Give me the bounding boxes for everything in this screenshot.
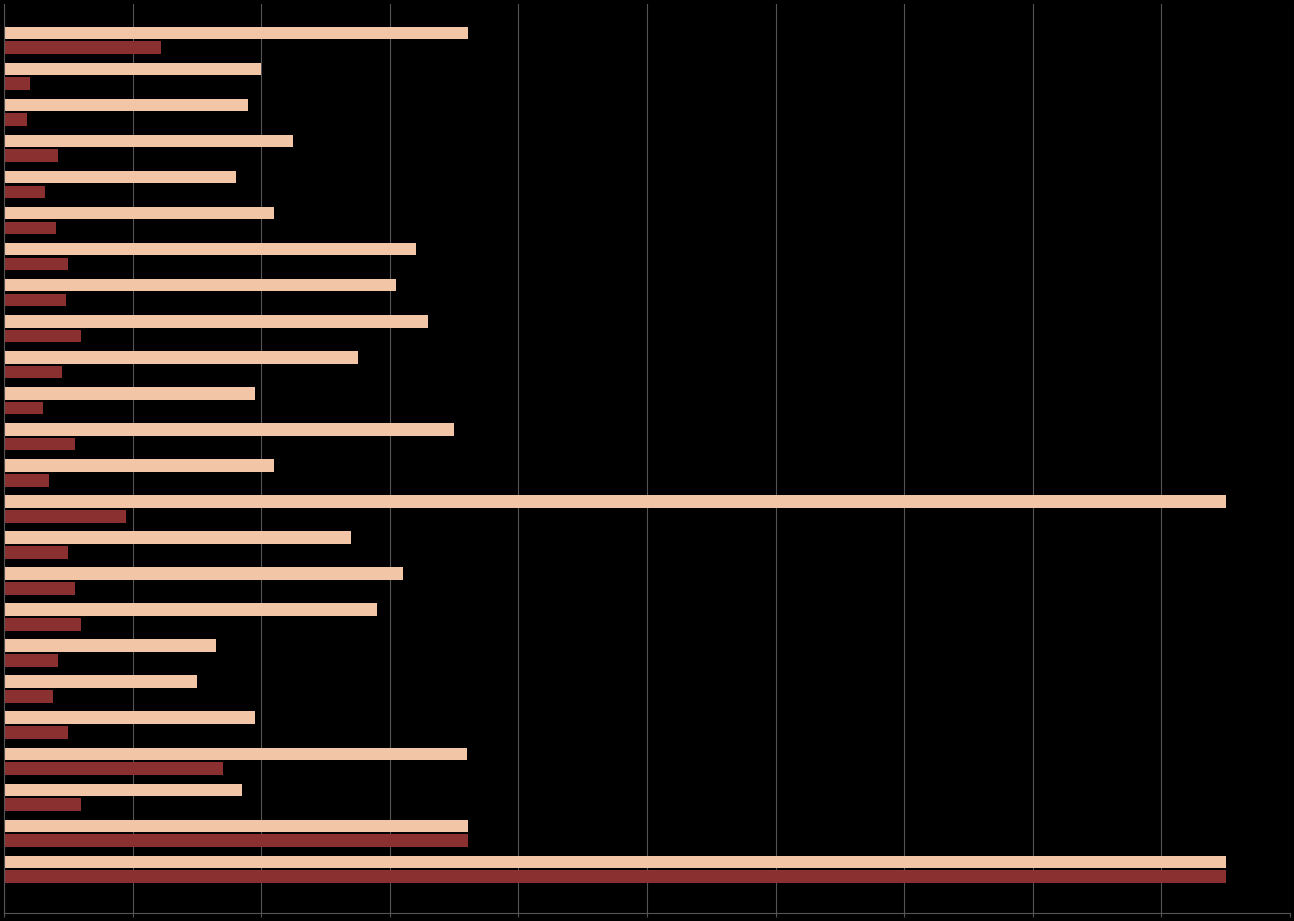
Bar [4, 820, 468, 833]
Bar [4, 279, 396, 292]
Bar [4, 185, 45, 198]
Bar [4, 460, 274, 472]
Bar [4, 546, 69, 559]
Bar [4, 222, 56, 234]
Bar [4, 639, 216, 652]
Bar [4, 134, 294, 147]
Bar [4, 170, 236, 183]
Bar [4, 748, 467, 760]
Bar [4, 113, 27, 126]
Bar [4, 495, 1225, 507]
Bar [4, 99, 248, 111]
Bar [4, 531, 351, 544]
Bar [4, 330, 82, 343]
Bar [4, 207, 274, 219]
Bar [4, 77, 30, 90]
Bar [4, 294, 66, 307]
Bar [4, 474, 49, 486]
Bar [4, 712, 255, 724]
Bar [4, 149, 58, 162]
Bar [4, 402, 43, 414]
Bar [4, 727, 69, 739]
Bar [4, 387, 255, 400]
Bar [4, 243, 415, 255]
Bar [4, 27, 468, 39]
Bar [4, 366, 62, 379]
Bar [4, 567, 402, 580]
Bar [4, 675, 197, 688]
Bar [4, 690, 53, 703]
Bar [4, 258, 69, 270]
Bar [4, 351, 357, 364]
Bar [4, 799, 82, 811]
Bar [4, 654, 58, 667]
Bar [4, 437, 75, 450]
Bar [4, 618, 82, 631]
Bar [4, 315, 428, 328]
Bar [4, 856, 1225, 869]
Bar [4, 603, 377, 616]
Bar [4, 63, 261, 76]
Bar [4, 784, 242, 797]
Bar [4, 582, 75, 595]
Bar [4, 41, 160, 54]
Bar [4, 834, 468, 847]
Bar [4, 763, 223, 775]
Bar [4, 870, 1225, 883]
Bar [4, 510, 127, 522]
Bar [4, 423, 454, 436]
